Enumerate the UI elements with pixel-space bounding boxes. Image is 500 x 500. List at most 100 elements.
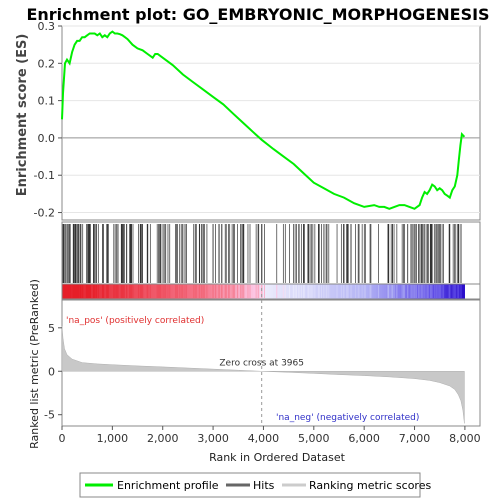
ranking-color-segment xyxy=(404,284,407,299)
ranking-color-segment xyxy=(343,284,347,299)
ranking-color-segment xyxy=(329,284,333,299)
x-tick-label: 7,000 xyxy=(399,432,431,445)
metric-y-tick-label: 0 xyxy=(48,365,55,378)
es-y-tick-label: -0.1 xyxy=(34,169,55,182)
ranking-color-segment xyxy=(162,284,166,299)
hits-panel xyxy=(61,221,481,285)
legend-enrichment-label: Enrichment profile xyxy=(117,479,219,492)
chart-title: Enrichment plot: GO_EMBRYONIC_MORPHOGENE… xyxy=(26,5,489,24)
ranking-color-segment xyxy=(104,284,107,299)
es-y-axis-title: Enrichment score (ES) xyxy=(15,34,30,197)
ranking-color-segment xyxy=(160,284,164,299)
legend-hits-label: Hits xyxy=(253,479,275,492)
ranking-color-segment xyxy=(196,284,200,299)
ranking-color-segment xyxy=(285,284,288,299)
ranking-color-segment xyxy=(261,284,264,299)
ranking-color-segment xyxy=(365,284,369,299)
ranking-color-segment xyxy=(309,284,313,299)
ranking-color-segment xyxy=(216,284,220,299)
ranking-color-segment xyxy=(152,284,156,299)
x-tick-label: 8,000 xyxy=(449,432,481,445)
ranking-color-segment xyxy=(377,284,381,299)
x-tick-label: 4,000 xyxy=(248,432,280,445)
ranking-color-segment xyxy=(218,284,222,299)
es-y-tick-label: 0.2 xyxy=(38,57,56,70)
ranking-color-segment xyxy=(381,284,385,299)
negative-label: 'na_neg' (negatively correlated) xyxy=(276,413,419,423)
ranking-color-segment xyxy=(416,284,419,299)
ranking-color-segment xyxy=(273,284,276,299)
ranking-color-segment xyxy=(212,284,216,299)
metric-y-tick-label: -5 xyxy=(44,409,55,422)
ranking-color-segment xyxy=(267,284,270,299)
ranking-color-segment xyxy=(235,284,238,299)
ranking-color-segment xyxy=(458,284,461,299)
ranking-color-segment xyxy=(408,284,411,299)
ranking-color-segment xyxy=(90,284,93,299)
ranking-color-segment xyxy=(361,284,365,299)
ranking-color-segment xyxy=(222,284,226,299)
ranking-color-segment xyxy=(271,284,274,299)
ranking-color-segment xyxy=(351,284,355,299)
ranking-color-segment xyxy=(265,284,268,299)
es-y-tick-label: 0.1 xyxy=(38,95,56,108)
ranking-color-segment xyxy=(70,284,73,299)
ranking-color-segment xyxy=(428,284,431,299)
ranking-color-segment xyxy=(98,284,101,299)
ranking-color-segment xyxy=(108,284,111,299)
es-y-tick-label: -0.2 xyxy=(34,207,55,220)
ranking-color-segment xyxy=(460,284,463,299)
ranking-color-segment xyxy=(279,284,282,299)
ranking-color-segment xyxy=(142,284,146,299)
ranking-metric-area xyxy=(61,326,465,424)
metric-y-tick-label: 5 xyxy=(48,322,55,335)
ranking-color-segment xyxy=(251,284,254,299)
x-tick-label: 3,000 xyxy=(197,432,229,445)
metric-y-axis: 5 0 -5 xyxy=(44,322,62,422)
ranking-color-segment xyxy=(400,284,403,299)
x-tick-label: 6,000 xyxy=(348,432,380,445)
positive-label: 'na_pos' (positively correlated) xyxy=(66,316,204,326)
es-y-tick-label: 0.0 xyxy=(38,132,56,145)
ranking-color-segment xyxy=(253,284,256,299)
ranking-color-segment xyxy=(383,284,387,299)
legend-metric-label: Ranking metric scores xyxy=(309,479,431,492)
ranking-color-segment xyxy=(126,284,129,299)
ranking-color-segment xyxy=(319,284,323,299)
ranking-color-segment xyxy=(331,284,335,299)
ranking-color-segment xyxy=(424,284,427,299)
ranking-color-segment xyxy=(375,284,379,299)
ranking-color-segment xyxy=(462,284,465,299)
ranking-color-segment xyxy=(367,284,371,299)
zero-cross-label: Zero cross at 3965 xyxy=(219,358,304,368)
ranking-color-segment xyxy=(440,284,443,299)
ranking-color-segment xyxy=(397,284,401,299)
x-tick-label: 0 xyxy=(59,432,66,445)
ranking-color-segment xyxy=(373,284,377,299)
hits-marks xyxy=(61,224,462,283)
ranking-color-segment xyxy=(214,284,218,299)
ranking-color-segment xyxy=(132,284,136,299)
legend: Enrichment profile Hits Ranking metric s… xyxy=(79,472,431,498)
ranking-color-segment xyxy=(283,284,286,299)
ranking-color-segment xyxy=(301,284,305,299)
ranking-color-segment xyxy=(337,284,341,299)
ranking-color-segment xyxy=(118,284,121,299)
es-y-tick-label: 0.3 xyxy=(38,20,56,33)
ranking-color-segment xyxy=(412,284,415,299)
ranking-color-segment xyxy=(228,284,232,299)
ranking-color-segment xyxy=(289,284,292,299)
ranking-color-segment xyxy=(287,284,290,299)
ranking-color-segment xyxy=(385,284,389,299)
ranking-color-segment xyxy=(144,284,148,299)
ranking-color-segment xyxy=(110,284,113,299)
ranking-color-bar xyxy=(61,284,465,299)
metric-panel xyxy=(61,299,481,427)
ranking-color-segment xyxy=(269,284,272,299)
ranking-color-segment xyxy=(353,284,357,299)
ranking-color-segment xyxy=(156,284,160,299)
ranking-color-segment xyxy=(323,284,327,299)
ranking-color-segment xyxy=(432,284,435,299)
x-axis-title: Rank in Ordered Dataset xyxy=(209,451,346,464)
